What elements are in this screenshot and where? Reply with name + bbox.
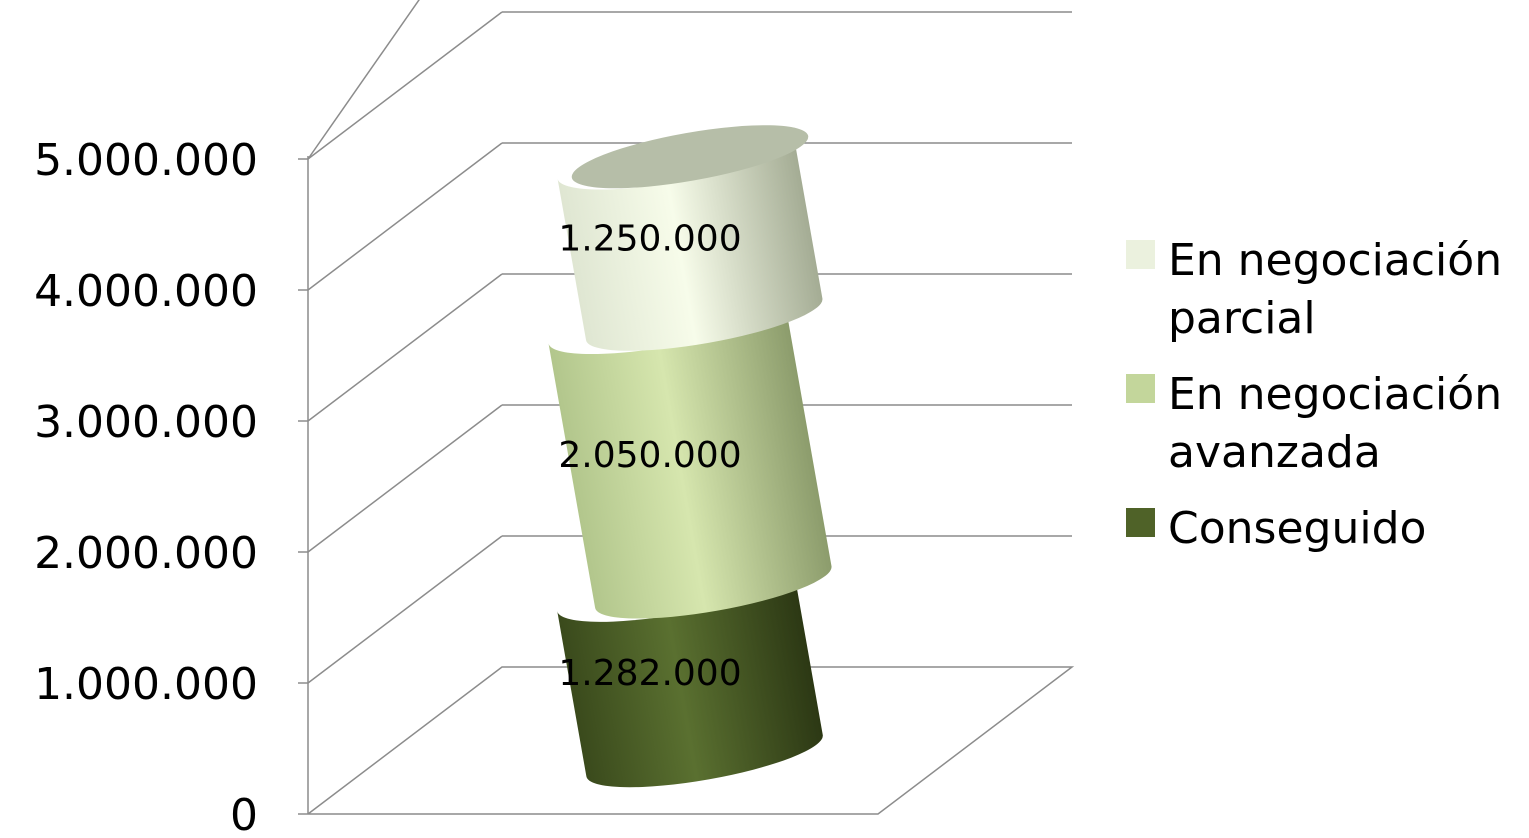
legend-label-parcial: En negociación parcial [1168,235,1503,344]
gridline-side [307,11,503,160]
y-tick-label: 2.000.000 [34,528,258,579]
legend-item-parcial: En negociación parcial [1126,232,1526,348]
legend-swatch-conseguido [1126,508,1155,537]
cylinder-segment-conseguido-body [557,569,823,788]
legend-label-avanzada: En negociación avanzada [1168,369,1503,478]
gridline-side [307,0,420,160]
y-tick-label: 1.000.000 [34,659,258,710]
legend: En negociación parcial En negociación av… [1126,232,1526,576]
cylinder-segment-avanzada-body [548,301,832,619]
gridline-side [307,142,503,291]
gridline-side [307,273,503,422]
floor-outline [307,666,1075,815]
y-tick-label: 0 [230,790,258,834]
y-tick-label: 5.000.000 [34,135,258,186]
legend-item-avanzada: En negociación avanzada [1126,366,1526,482]
cylinder-segment-parcial [557,137,823,351]
cylinder-top-cap [571,125,809,189]
gridline-side [307,535,503,684]
data-label-conseguido: 1.282.000 [558,653,741,694]
legend-item-conseguido: Conseguido [1126,500,1526,558]
cylinder-segment-parcial-body [557,137,823,351]
data-label-avanzada: 2.050.000 [558,435,741,476]
legend-swatch-avanzada [1126,374,1155,403]
data-label-parcial: 1.250.000 [558,219,741,260]
cylinder-segment-conseguido [557,569,823,788]
gridline-side [307,404,503,553]
legend-label-conseguido: Conseguido [1168,503,1427,554]
legend-swatch-parcial [1126,240,1155,269]
y-tick-label: 3.000.000 [34,397,258,448]
y-tick-label: 4.000.000 [34,266,258,317]
cylinder-segment-avanzada [548,301,832,619]
